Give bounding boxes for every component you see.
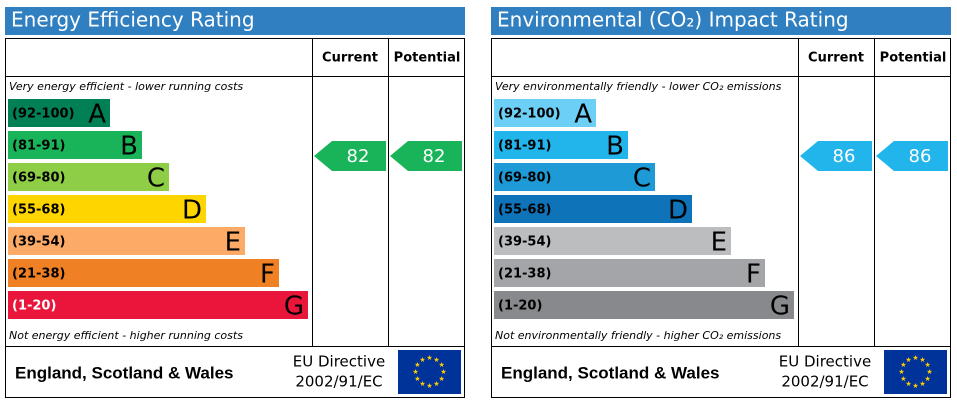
eu-flag (398, 350, 461, 394)
rating-panel: Environmental (CO₂) Impact Rating Current… (491, 7, 951, 398)
rating-band (494, 195, 692, 223)
title-bar (5, 7, 465, 35)
rating-band (8, 163, 169, 191)
rating-band (8, 131, 142, 159)
band-range: (39-54) (498, 235, 551, 250)
rating-value: 86 (833, 146, 856, 167)
bottom-note: Not energy efficient - higher running co… (9, 329, 243, 342)
band-range: (92-100) (498, 107, 561, 122)
band-range: (55-68) (12, 203, 65, 218)
column-header: Current (322, 51, 378, 66)
title-bar (491, 7, 951, 35)
band-letter: F (260, 260, 275, 290)
rating-band (8, 99, 110, 127)
top-note: Very energy efficient - lower running co… (9, 80, 243, 93)
band-range: (1-20) (498, 299, 542, 314)
directive: 2002/91/EC (781, 373, 868, 391)
flag-star: ★ (426, 354, 432, 362)
band-letter: G (770, 292, 790, 322)
flag-star: ★ (905, 356, 911, 364)
rating-band (494, 259, 765, 287)
flag-star: ★ (433, 380, 439, 388)
top-note: Very environmentally friendly - lower CO… (495, 80, 782, 93)
band-range: (81-91) (498, 139, 551, 154)
directive: 2002/91/EC (295, 373, 382, 391)
flag-star: ★ (924, 361, 930, 369)
band-letter: A (574, 100, 592, 130)
directive: EU Directive (293, 353, 385, 371)
rating-band (8, 195, 206, 223)
rating-value: 82 (347, 146, 370, 167)
panel-title: Energy Efficiency Rating (11, 8, 255, 32)
bottom-note: Not environmentally friendly - higher CO… (495, 329, 781, 342)
column-header: Potential (880, 51, 947, 66)
flag-star: ★ (900, 375, 906, 383)
directive: EU Directive (779, 353, 871, 371)
band-range: (92-100) (12, 107, 75, 122)
flag-star: ★ (426, 382, 432, 390)
rating-band (494, 227, 731, 255)
flag-star: ★ (924, 375, 930, 383)
flag-star: ★ (898, 368, 904, 376)
flag-star: ★ (912, 382, 918, 390)
band-range: (39-54) (12, 235, 65, 250)
flag-star: ★ (414, 375, 420, 383)
band-range: (21-38) (12, 267, 65, 282)
region: England, Scotland & Wales (501, 363, 720, 382)
rating-arrow (314, 141, 386, 171)
band-letter: F (746, 260, 761, 290)
band-letter: C (633, 164, 651, 194)
flag-star: ★ (905, 380, 911, 388)
flag-star: ★ (438, 361, 444, 369)
flag-star: ★ (919, 380, 925, 388)
flag-star: ★ (412, 368, 418, 376)
rating-band (8, 291, 308, 319)
rating-panel: Energy Efficiency Rating Current Potential… (5, 7, 465, 398)
rating-band (494, 291, 794, 319)
band-letter: B (606, 132, 624, 162)
rating-arrow (390, 141, 462, 171)
band-letter: E (711, 228, 727, 258)
flag-star: ★ (440, 368, 446, 376)
panel-box (5, 38, 465, 398)
band-range: (1-20) (12, 299, 56, 314)
rating-band (8, 259, 279, 287)
band-range: (69-80) (12, 171, 65, 186)
panel-title: Environmental (CO₂) Impact Rating (497, 8, 849, 32)
flag-star: ★ (912, 354, 918, 362)
flag-star: ★ (919, 356, 925, 364)
band-letter: B (120, 132, 138, 162)
rating-arrow (800, 141, 872, 171)
rating-value: 86 (909, 146, 932, 167)
flag-star: ★ (926, 368, 932, 376)
panel-box (491, 38, 951, 398)
band-letter: G (284, 292, 304, 322)
band-letter: A (88, 100, 106, 130)
flag-star: ★ (433, 356, 439, 364)
rating-band (8, 227, 245, 255)
rating-band (494, 163, 655, 191)
column-header: Current (808, 51, 864, 66)
rating-band (494, 131, 628, 159)
band-range: (21-38) (498, 267, 551, 282)
flag-star: ★ (414, 361, 420, 369)
column-header: Potential (394, 51, 461, 66)
band-letter: E (225, 228, 241, 258)
rating-value: 82 (423, 146, 446, 167)
rating-arrow (876, 141, 948, 171)
region: England, Scotland & Wales (15, 363, 234, 382)
flag-star: ★ (419, 380, 425, 388)
band-letter: D (668, 196, 688, 226)
flag-star: ★ (438, 375, 444, 383)
rating-band (494, 99, 596, 127)
flag-star: ★ (419, 356, 425, 364)
eu-flag (884, 350, 947, 394)
band-letter: C (147, 164, 165, 194)
band-range: (55-68) (498, 203, 551, 218)
flag-star: ★ (900, 361, 906, 369)
band-letter: D (182, 196, 202, 226)
band-range: (69-80) (498, 171, 551, 186)
band-range: (81-91) (12, 139, 65, 154)
